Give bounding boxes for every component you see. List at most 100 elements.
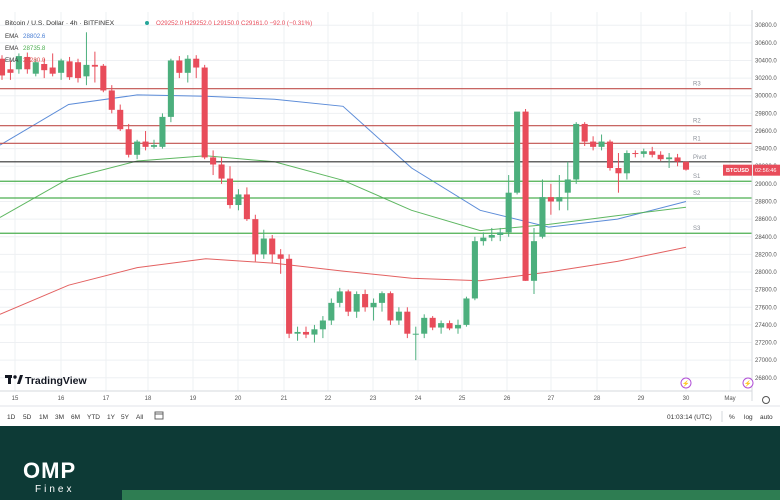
range-button-all[interactable]: All [136,414,144,421]
indicator-label[interactable]: EMA [5,33,19,40]
candle-body [666,157,673,160]
candle-body [15,56,22,70]
indicator-label[interactable]: EMA [5,45,19,52]
candle-body [91,64,98,67]
candle [573,122,580,184]
pivot-label-s1: S1 [693,174,701,180]
time-tick-label: 29 [638,396,645,402]
candle [302,326,310,339]
candle-body [378,293,386,303]
candle-body [404,311,411,334]
pivot-label-s2: S2 [693,191,701,197]
candle [235,189,242,211]
indicator-label[interactable]: EMA [5,57,19,64]
candle-body [243,194,250,220]
candle-body [235,194,242,206]
settings-gear-icon[interactable] [762,396,770,404]
time-tick-label: May [724,396,735,402]
candle [615,153,622,193]
candle-body [7,69,14,73]
candle [640,148,647,158]
candle-body [328,302,335,321]
log-toggle[interactable]: log [744,414,753,421]
lightning-icon: ⚡ [682,380,689,388]
candle [480,232,487,246]
candle [269,234,276,264]
finex-logo-text: Finex [35,484,74,495]
candle-body [463,298,470,325]
candle-body [598,141,605,147]
toolbar-bg [0,406,780,426]
auto-toggle[interactable]: auto [760,414,773,421]
symbol-title[interactable]: Bitcoin / U.S. Dollar · 4h · BITFINEX [5,20,115,27]
top-strip [0,0,780,10]
event-icon[interactable] [680,377,692,389]
candle-body [302,331,310,335]
range-button-3m[interactable]: 3M [55,414,64,421]
percent-toggle[interactable]: % [729,414,735,421]
candle [378,291,386,312]
range-button-6m[interactable]: 6M [71,414,80,421]
last-price-time: 02:56:46 [755,168,776,174]
candle-body [260,238,267,255]
candle-body [522,111,529,281]
range-button-ytd[interactable]: YTD [87,414,100,421]
time-tick-label: 26 [504,396,511,402]
candle [260,229,267,259]
candle-body [66,61,73,78]
price-axis-bg [752,10,780,403]
price-tick-label: 29600.0 [755,129,777,135]
price-tick-label: 28400.0 [755,235,777,241]
candle-body [421,317,428,334]
time-axis: 15 16 17 18 19 20 21 22 23 24 25 26 27 28 29 30 May [0,390,752,402]
calendar-icon[interactable] [154,411,164,420]
event-icon[interactable] [742,377,754,389]
candle [345,289,352,317]
candle-body [108,90,115,110]
candle-body [362,294,369,308]
candle [395,307,402,325]
range-button-1d[interactable]: 1D [7,414,16,421]
utc-clock[interactable]: 01:03:14 (UTC) [667,414,712,421]
pivot-label-pivot: Pivot [693,155,707,161]
candle [142,130,149,151]
candle-body [117,109,124,130]
range-button-1m[interactable]: 1M [39,414,48,421]
candle [294,326,301,341]
range-button-5d[interactable]: 5D [23,414,32,421]
candle [336,287,343,308]
candle-body [640,151,647,154]
range-button-1y[interactable]: 1Y [107,414,116,421]
candle-body [581,123,588,142]
candle [159,113,166,149]
candle-body [176,60,183,73]
candle-body [438,323,445,328]
candle [564,161,571,211]
candle [176,56,183,79]
candle [353,291,360,318]
time-tick-label: 16 [58,396,65,402]
pivot-label-r3: R3 [693,82,701,88]
candle [277,249,284,274]
candle-body [336,291,343,303]
range-button-5y[interactable]: 5Y [121,414,130,421]
candle-body [167,60,174,117]
candle-body [0,58,6,76]
pivot-levels: R3 R2 R1 Pivot S1 S2 S3 [0,82,752,234]
price-tick-label: 27600.0 [755,305,777,311]
candle [463,296,470,327]
time-tick-label: 27 [548,396,555,402]
price-tick-label: 27800.0 [755,288,777,294]
candle-body [294,331,301,334]
header-legend: Bitcoin / U.S. Dollar · 4h · BITFINEX O29… [5,20,312,64]
time-tick-label: 25 [459,396,466,402]
price-tick-label: 28600.0 [755,217,777,223]
time-tick-label: 28 [594,396,601,402]
tv-logo-mark [13,375,17,379]
candle-body [74,62,82,79]
last-price-tag: BTCUSD 02:56:46 [723,164,780,176]
candle-body [32,62,39,74]
candle-body [573,123,580,180]
